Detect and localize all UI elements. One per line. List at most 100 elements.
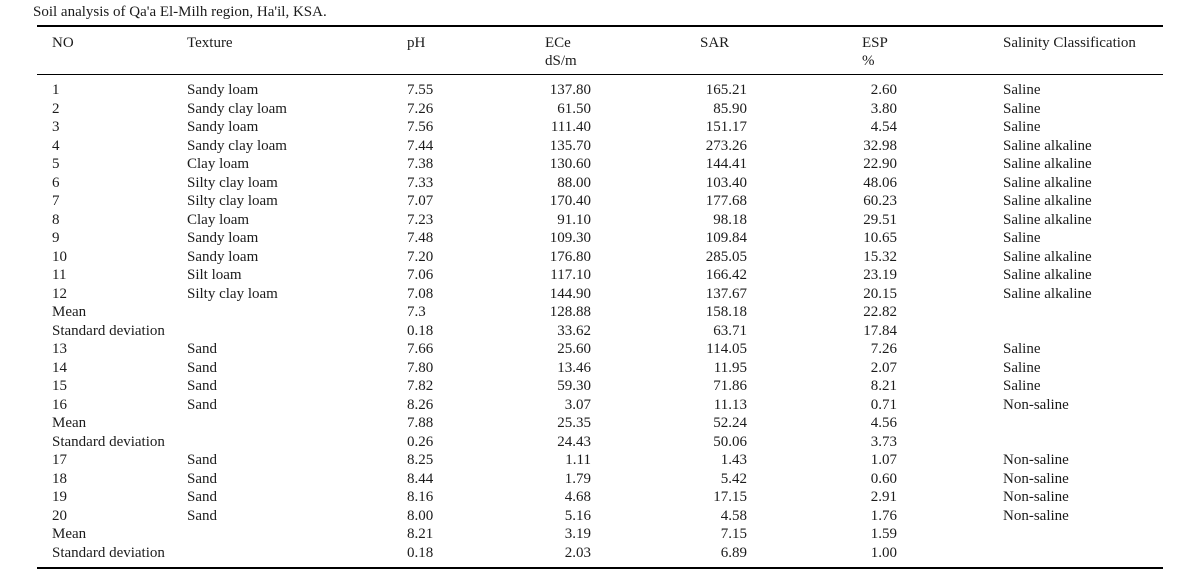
column-header-salinity: Salinity Classification (897, 26, 1163, 75)
cell-ph: 8.16 (407, 489, 434, 505)
cell-salinity: Saline (1003, 359, 1041, 376)
cell-no: Standard deviation (52, 544, 165, 561)
column-header-label: ESP (862, 35, 888, 51)
cell-salinity: Non-saline (1003, 470, 1069, 487)
table-row: Mean 7.3 128.88 158.18 22.82 (37, 303, 1163, 322)
cell-ece: 1.79 (564, 470, 591, 487)
cell-ece: 144.90 (549, 285, 591, 302)
cell-no: 20 (52, 507, 67, 524)
cell-ph: 8.21 (407, 526, 434, 542)
column-header-texture: Texture (185, 26, 406, 75)
table-row: 8 Clay loam 7.23 91.10 98.18 29.51 Saline alka… (37, 211, 1163, 230)
cell-no: Mean (52, 415, 87, 431)
table-row: 2 Sandy clay loam 7.26 61.50 85.90 3.80 Saline (37, 100, 1163, 119)
cell-sar: 85.90 (713, 100, 747, 117)
table-row: 7 Silty clay loam 7.07 170.40 177.68 60.23 Sal… (37, 192, 1163, 211)
cell-ece: 111.40 (550, 119, 591, 135)
cell-esp: 3.73 (870, 433, 897, 450)
cell-sar: 5.42 (720, 470, 747, 487)
cell-salinity: Saline (1003, 100, 1041, 117)
cell-salinity (897, 322, 1163, 341)
table-row: 1 Sandy loam 7.55 137.80 165.21 2.60 Saline (37, 75, 1163, 100)
cell-ece: 170.40 (549, 193, 591, 209)
cell-no: 13 (52, 341, 67, 357)
cell-no: Standard deviation (52, 433, 165, 450)
cell-no: 7 (52, 193, 60, 209)
table-row: 9 Sandy loam 7.48 109.30 109.84 10.65 Saline (37, 229, 1163, 248)
cell-ece: 135.70 (549, 137, 591, 154)
cell-salinity: Non-saline (1003, 489, 1069, 505)
cell-salinity: Non-saline (1003, 507, 1069, 524)
column-header-ph: pH (406, 26, 480, 75)
table-row: 3 Sandy loam 7.56 111.40 151.17 4.54 Saline (37, 118, 1163, 137)
cell-no: 19 (52, 489, 67, 505)
cell-salinity: Saline (1003, 119, 1041, 135)
cell-sar: 144.41 (705, 156, 747, 172)
cell-sar: 98.18 (713, 211, 747, 228)
column-header-unit: % (862, 53, 875, 69)
cell-salinity: Non-saline (1003, 396, 1069, 413)
cell-no: 15 (52, 378, 67, 394)
cell-no: 8 (52, 211, 60, 228)
cell-sar: 109.84 (705, 230, 747, 246)
cell-no: 2 (52, 100, 60, 117)
header-row: NO Texture pH ECe dS/m SAR ESP % Salinit… (37, 26, 1163, 75)
cell-texture: Silty clay loam (187, 285, 278, 302)
cell-no: 4 (52, 137, 60, 154)
cell-no: 11 (52, 267, 67, 283)
cell-sar: 165.21 (705, 82, 747, 98)
cell-ph: 8.26 (407, 396, 434, 413)
cell-salinity: Saline alkaline (1003, 248, 1092, 265)
cell-texture: Sand (187, 470, 217, 487)
cell-texture: Sandy loam (187, 82, 259, 98)
cell-ph: 0.26 (407, 433, 434, 450)
cell-texture: Sand (187, 378, 217, 394)
cell-ph: 7.55 (407, 82, 434, 98)
cell-no: Mean (52, 526, 87, 542)
cell-ph: 8.00 (407, 507, 434, 524)
cell-ph: 7.82 (407, 378, 434, 394)
cell-texture: Sandy loam (187, 230, 259, 246)
cell-esp: 48.06 (863, 174, 897, 191)
table-row: 15 Sand 7.82 59.30 71.86 8.21 Saline (37, 377, 1163, 396)
table-row: Mean 8.21 3.19 7.15 1.59 (37, 525, 1163, 544)
cell-esp: 22.82 (863, 304, 897, 320)
cell-ece: 3.19 (564, 526, 591, 542)
cell-texture: Sand (187, 396, 217, 413)
cell-no: 18 (52, 470, 67, 487)
cell-ph: 7.08 (407, 285, 434, 302)
table-body: 1 Sandy loam 7.55 137.80 165.21 2.60 Saline 2 Sa… (37, 75, 1163, 569)
cell-esp: 2.60 (870, 82, 897, 98)
cell-no: 6 (52, 174, 60, 191)
cell-ece: 109.30 (549, 230, 591, 246)
cell-ece: 1.11 (565, 452, 591, 468)
cell-esp: 0.71 (870, 396, 897, 413)
table-row: 13 Sand 7.66 25.60 114.05 7.26 Saline (37, 340, 1163, 359)
column-header-no: NO (37, 26, 185, 75)
cell-sar: 151.17 (705, 119, 747, 135)
cell-ph: 8.25 (407, 452, 434, 468)
cell-texture (185, 544, 406, 569)
cell-salinity: Saline (1003, 341, 1041, 357)
cell-sar: 177.68 (705, 193, 747, 209)
soil-analysis-table: NO Texture pH ECe dS/m SAR ESP % Salinit… (37, 25, 1163, 569)
cell-texture: Sand (187, 507, 217, 524)
cell-esp: 60.23 (863, 193, 897, 209)
table-row: 18 Sand 8.44 1.79 5.42 0.60 Non-saline (37, 470, 1163, 489)
table-row: 19 Sand 8.16 4.68 17.15 2.91 Non-saline (37, 488, 1163, 507)
table-row: 20 Sand 8.00 5.16 4.58 1.76 Non-saline (37, 507, 1163, 526)
cell-esp: 4.56 (870, 415, 897, 431)
cell-ph: 7.88 (407, 415, 434, 431)
cell-texture: Sandy loam (187, 119, 259, 135)
cell-salinity: Saline alkaline (1003, 137, 1092, 154)
cell-esp: 10.65 (863, 230, 897, 246)
cell-esp: 2.91 (870, 489, 897, 505)
cell-salinity (897, 433, 1163, 452)
cell-ece: 25.60 (557, 341, 591, 357)
table-row: 17 Sand 8.25 1.11 1.43 1.07 Non-saline (37, 451, 1163, 470)
table-row: 11 Silt loam 7.06 117.10 166.42 23.19 Saline a… (37, 266, 1163, 285)
cell-ph: 0.18 (407, 544, 434, 561)
table-row: 6 Silty clay loam 7.33 88.00 103.40 48.06 Sali… (37, 174, 1163, 193)
cell-texture: Silt loam (187, 267, 242, 283)
cell-texture: Clay loam (187, 156, 250, 172)
